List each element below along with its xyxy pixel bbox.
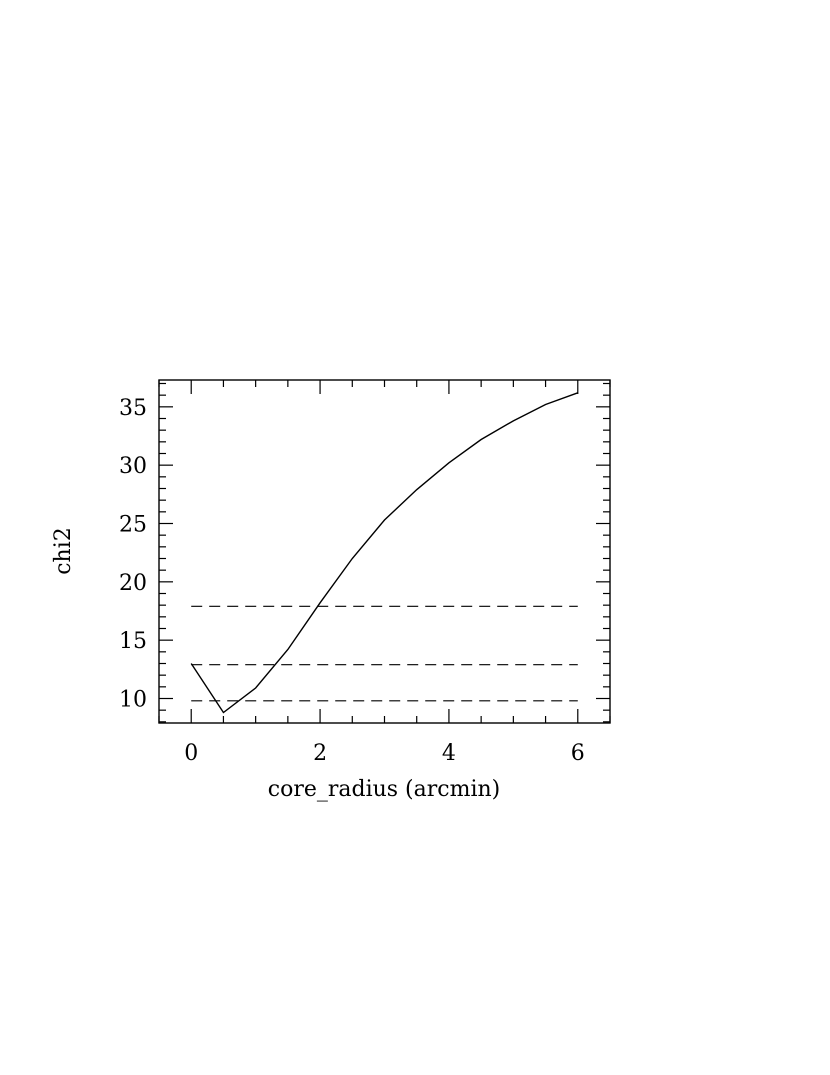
y-tick-label: 15	[119, 629, 147, 654]
y-tick-label: 20	[119, 571, 147, 596]
x-axis-label: core_radius (arcmin)	[268, 777, 501, 802]
y-tick-label: 35	[119, 396, 147, 421]
y-tick-label: 30	[119, 454, 147, 479]
y-tick-label: 25	[119, 513, 147, 538]
data-line	[190, 392, 579, 714]
x-tick-label: 6	[571, 741, 585, 766]
x-tick-label: 4	[442, 741, 456, 766]
y-tick-label: 10	[119, 688, 147, 713]
x-tick-label: 0	[184, 741, 198, 766]
plot-frame	[158, 379, 611, 724]
y-axis-label: chi2	[51, 527, 76, 575]
x-tick-label: 2	[313, 741, 327, 766]
